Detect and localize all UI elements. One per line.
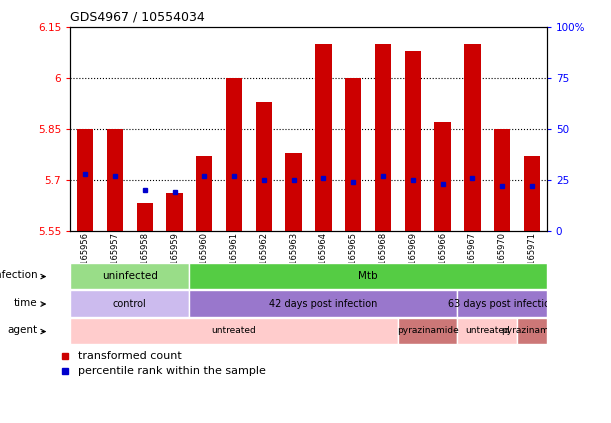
Text: infection: infection: [0, 270, 38, 280]
Text: pyrazinamide: pyrazinamide: [501, 327, 563, 335]
Bar: [166, 193, 183, 231]
Text: GDS4967 / 10554034: GDS4967 / 10554034: [70, 10, 205, 23]
Bar: [189, 263, 547, 289]
Bar: [458, 290, 547, 317]
Text: agent: agent: [7, 325, 38, 335]
Text: Mtb: Mtb: [358, 271, 378, 281]
Bar: [70, 290, 189, 317]
Text: percentile rank within the sample: percentile rank within the sample: [78, 365, 265, 376]
Bar: [345, 78, 362, 231]
Bar: [70, 318, 398, 344]
Bar: [77, 129, 93, 231]
Bar: [434, 122, 451, 231]
Bar: [107, 129, 123, 231]
Bar: [375, 44, 391, 231]
Text: untreated: untreated: [212, 327, 257, 335]
Bar: [226, 78, 243, 231]
Bar: [404, 51, 421, 231]
Bar: [196, 156, 213, 231]
Bar: [524, 156, 540, 231]
Bar: [517, 318, 547, 344]
Bar: [494, 129, 510, 231]
Bar: [285, 153, 302, 231]
Text: untreated: untreated: [465, 327, 510, 335]
Bar: [255, 102, 272, 231]
Bar: [136, 203, 153, 231]
Text: uninfected: uninfected: [102, 271, 158, 281]
Text: transformed count: transformed count: [78, 352, 181, 361]
Bar: [315, 44, 332, 231]
Text: control: control: [113, 299, 147, 308]
Bar: [398, 318, 458, 344]
Bar: [189, 290, 458, 317]
Bar: [70, 263, 189, 289]
Text: 42 days post infection: 42 days post infection: [269, 299, 378, 308]
Text: 63 days post infection: 63 days post infection: [448, 299, 556, 308]
Text: time: time: [14, 298, 38, 308]
Bar: [464, 44, 481, 231]
Bar: [458, 318, 517, 344]
Text: pyrazinamide: pyrazinamide: [397, 327, 459, 335]
